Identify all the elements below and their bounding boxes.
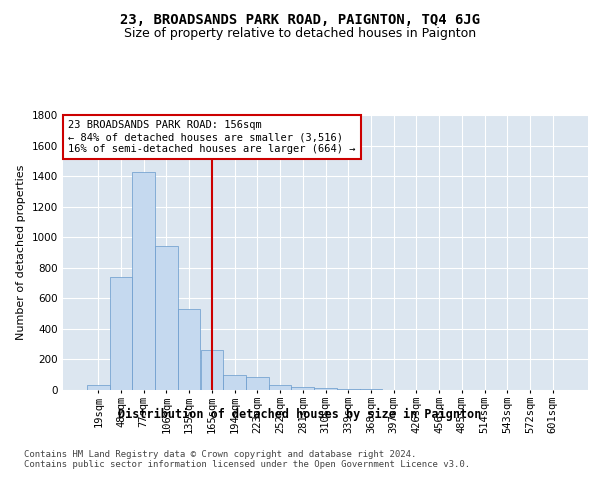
Text: Distribution of detached houses by size in Paignton: Distribution of detached houses by size … — [118, 408, 482, 420]
Text: Contains HM Land Registry data © Crown copyright and database right 2024.
Contai: Contains HM Land Registry data © Crown c… — [24, 450, 470, 469]
Bar — [110, 277, 133, 390]
Bar — [269, 384, 292, 390]
Bar — [292, 387, 314, 390]
Text: Size of property relative to detached houses in Paignton: Size of property relative to detached ho… — [124, 28, 476, 40]
Bar — [314, 388, 337, 390]
Text: 23, BROADSANDS PARK ROAD, PAIGNTON, TQ4 6JG: 23, BROADSANDS PARK ROAD, PAIGNTON, TQ4 … — [120, 12, 480, 26]
Bar — [337, 389, 359, 390]
Bar — [359, 389, 382, 390]
Y-axis label: Number of detached properties: Number of detached properties — [16, 165, 26, 340]
Bar — [200, 350, 223, 390]
Bar — [223, 374, 246, 390]
Bar — [155, 246, 178, 390]
Bar — [246, 377, 269, 390]
Bar — [87, 386, 110, 390]
Bar — [133, 172, 155, 390]
Text: 23 BROADSANDS PARK ROAD: 156sqm
← 84% of detached houses are smaller (3,516)
16%: 23 BROADSANDS PARK ROAD: 156sqm ← 84% of… — [68, 120, 356, 154]
Bar — [178, 309, 200, 390]
